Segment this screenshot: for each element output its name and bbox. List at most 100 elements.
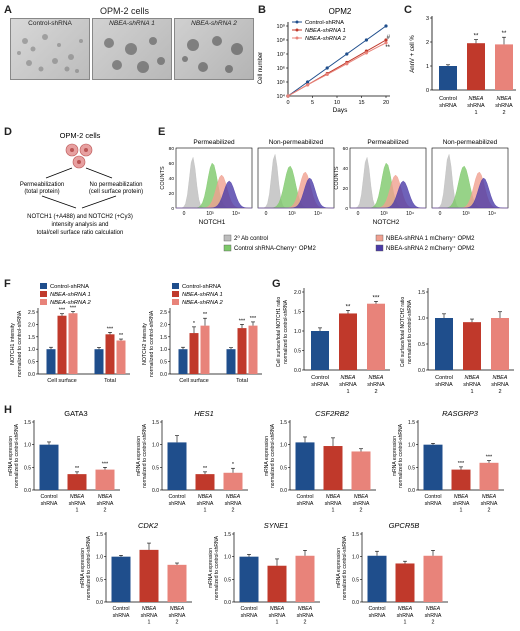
category-label: NBEA <box>270 606 285 612</box>
b-xtick-label: 0 <box>286 100 289 106</box>
significance-mark: ** <box>346 304 351 310</box>
f-legend-swatch <box>172 299 179 305</box>
f-category-label: Cell surface <box>179 378 209 384</box>
category-label: NBEA <box>369 375 384 381</box>
h-ylabel: mRNA expression <box>80 548 86 588</box>
category-label: 1 <box>474 110 477 116</box>
e-legend-label: 2⁰ Ab control <box>234 235 268 242</box>
bar <box>395 563 415 602</box>
panel-a-title: OPM-2 cells <box>100 6 150 16</box>
category-label: 1 <box>148 620 151 626</box>
category-label: NBEA <box>298 606 313 612</box>
panel-b-ylabel: Cell number <box>258 52 264 84</box>
panel-a-label: A <box>4 4 12 16</box>
panel-b-title: OPM2 <box>329 7 352 16</box>
bar <box>423 444 443 490</box>
b-data-point <box>364 38 368 42</box>
micrograph-control-label: Control-shRNA <box>28 20 72 27</box>
total-protein-label: (total protein) <box>24 189 59 195</box>
bar <box>237 328 247 374</box>
category-label: shRNA <box>269 613 286 619</box>
h-ylabel: mRNA expression <box>264 436 270 476</box>
category-label: 2 <box>232 508 235 514</box>
h-ylabel: mRNA expression <box>8 436 14 476</box>
f-ylabel: NOTCH1 intensity <box>10 323 16 365</box>
f-ylabel: normalized to control-shRNA <box>17 310 23 377</box>
category-label: shRNA <box>297 501 314 507</box>
category-label: Control <box>296 494 313 500</box>
b-legend-label: NBEA-shRNA 1 <box>305 28 346 34</box>
ytick-label: 0.5 <box>352 577 359 583</box>
bar <box>463 322 481 370</box>
f-legend-swatch <box>40 291 47 297</box>
category-label: shRNA <box>141 613 158 619</box>
ytick-label: 1.5 <box>28 335 35 341</box>
category-label: NBEA <box>70 494 85 500</box>
h-gene-title: GATA3 <box>64 409 87 418</box>
micrograph-nbea1-label: NBEA-shRNA 1 <box>109 20 155 27</box>
e-legend-label: Control shRNA-Cherry⁺ OPM2 <box>234 245 317 252</box>
ytick-label: 0.5 <box>418 342 425 348</box>
ytick-label: 1.5 <box>152 420 159 426</box>
bar <box>479 462 499 490</box>
bar <box>195 474 215 490</box>
analysis-line-1: NOTCH1 (+A488) and NOTCH2 (+Cy3) <box>27 214 133 220</box>
category-label: Control <box>311 375 329 381</box>
category-label: Control <box>168 494 185 500</box>
f-category-label: Total <box>104 378 116 384</box>
bar <box>295 555 315 602</box>
category-label: Control <box>240 606 257 612</box>
b-annotation: # <box>387 35 391 41</box>
category-label: NBEA <box>98 494 113 500</box>
histogram-curve <box>432 177 509 209</box>
b-ytick-label: 10⁴ <box>277 93 286 100</box>
micrograph-nbea2-label: NBEA-shRNA 2 <box>191 20 237 27</box>
ytick-label: 0.5 <box>294 349 301 355</box>
panel-g-label: G <box>272 278 281 290</box>
b-xtick-label: 15 <box>358 100 364 106</box>
no-permeabilization-label: No permeabilization <box>89 182 142 188</box>
ytick-label: 1.0 <box>96 555 103 561</box>
category-label: shRNA <box>97 501 114 507</box>
panel-d-label: D <box>4 126 12 138</box>
category-label: NBEA <box>354 494 369 500</box>
b-data-point <box>306 83 310 87</box>
ytick-label: 2.0 <box>294 290 301 296</box>
e-ytick-label: 20 <box>169 191 175 197</box>
category-label: 2 <box>488 508 491 514</box>
e-xtick-label: 10³ <box>462 211 470 217</box>
ytick-label: 0.0 <box>152 488 159 494</box>
ytick-label: 0.0 <box>24 488 31 494</box>
e-xtick-label: 10³ <box>206 211 214 217</box>
bar <box>491 318 509 370</box>
ytick-label: 0.5 <box>96 577 103 583</box>
micrograph-control: Control-shRNA <box>10 18 90 80</box>
category-label: NBEA <box>326 494 341 500</box>
ytick-label: 0.5 <box>280 465 287 471</box>
significance-mark: *** <box>486 455 493 461</box>
f-legend-swatch <box>40 283 47 289</box>
h-ylabel: mRNA expression <box>208 548 214 588</box>
ytick-label: 1.5 <box>280 420 287 426</box>
e-xtick-label: 10⁴ <box>232 211 240 217</box>
category-label: 1 <box>276 620 279 626</box>
category-label: shRNA <box>467 103 485 109</box>
bar <box>94 349 104 374</box>
category-label: NBEA <box>170 606 185 612</box>
bar <box>435 318 453 370</box>
bar <box>178 349 188 374</box>
ytick-label: 0.0 <box>224 600 231 606</box>
ytick-label: 0.0 <box>96 600 103 606</box>
cell-cluster-icon <box>65 143 93 169</box>
ytick-label: 0.0 <box>352 600 359 606</box>
bar <box>68 313 78 374</box>
category-label: shRNA <box>353 501 370 507</box>
ytick-label: 1.0 <box>152 443 159 449</box>
category-label: 2 <box>104 508 107 514</box>
f-legend-label: NBEA-shRNA 1 <box>182 292 223 298</box>
ytick-label: 1.0 <box>418 316 425 322</box>
ytick-label: 1.5 <box>352 532 359 538</box>
f-legend-swatch <box>172 283 179 289</box>
b-legend-label: Control-shRNA <box>305 20 344 26</box>
ytick-label: 1.0 <box>24 443 31 449</box>
